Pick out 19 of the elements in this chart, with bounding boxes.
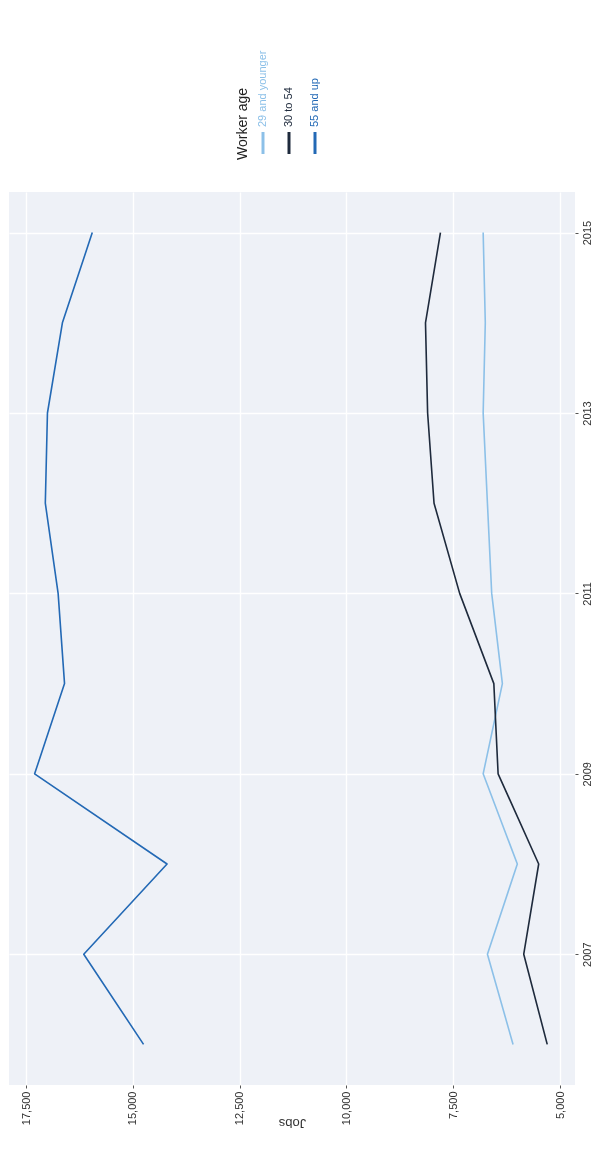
x-tick-label: 17,500	[19, 1091, 32, 1126]
x-tick-label: 15,000	[126, 1091, 139, 1126]
x-axis-title: Jobs	[278, 1116, 307, 1132]
legend-title: Worker age	[234, 87, 250, 160]
y-tick-label: 2013	[580, 401, 592, 426]
y-tick-label: 2011	[580, 582, 592, 606]
x-tick-label: 7,500	[446, 1091, 459, 1120]
text: 29 and younger	[256, 50, 268, 127]
x-tick-label: 10,000	[339, 1091, 352, 1126]
y-tick-label: 2009	[580, 762, 592, 787]
line-series	[33, 231, 168, 1046]
line-series	[424, 231, 549, 1046]
y-tick-label: 2015	[580, 220, 592, 246]
x-tick-label: 5,000	[553, 1091, 566, 1120]
x-tick-label: 12,500	[233, 1091, 246, 1126]
text: 30 to 54	[282, 87, 294, 127]
y-tick-label: 2007	[580, 942, 592, 967]
line-series	[482, 231, 519, 1046]
text: 55 and up	[308, 78, 320, 127]
